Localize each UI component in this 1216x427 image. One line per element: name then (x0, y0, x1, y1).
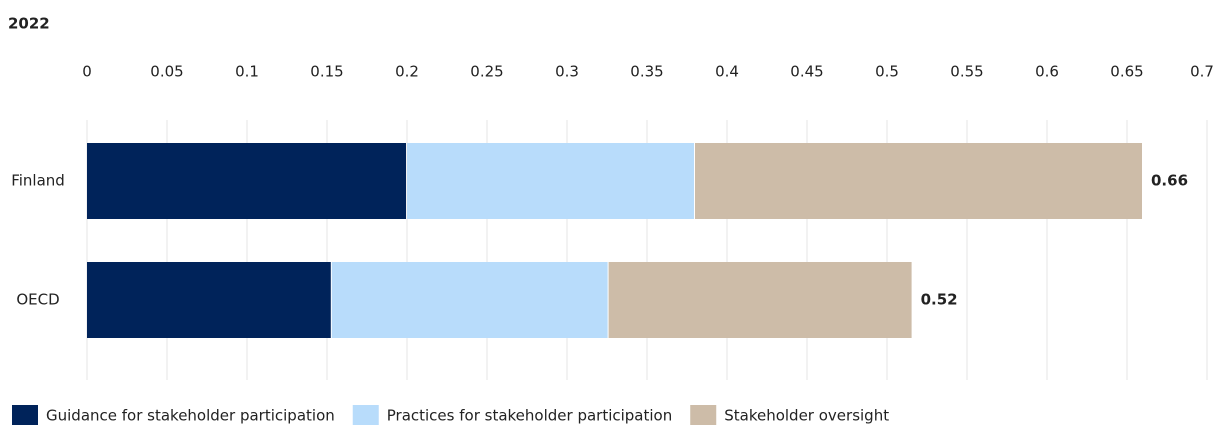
total-label: 0.66 (1151, 172, 1188, 190)
bar-segment (695, 143, 1142, 219)
x-tick-label: 0 (82, 63, 92, 81)
total-label: 0.52 (921, 291, 958, 309)
bar-segment (87, 143, 406, 219)
bar-segment (407, 143, 694, 219)
x-tick-label: 0.7 (1190, 63, 1214, 81)
x-tick-label: 0.1 (235, 63, 259, 81)
x-tick-label: 0.15 (310, 63, 343, 81)
legend-swatch (12, 405, 38, 425)
legend-swatch (352, 405, 379, 425)
x-tick-label: 0.2 (395, 63, 419, 81)
bar-segment (331, 262, 608, 338)
y-tick-label: OECD (16, 291, 59, 309)
legend-label: Practices for stakeholder participation (387, 407, 672, 425)
y-tick-label: Finland (11, 172, 65, 190)
legend-label: Stakeholder oversight (724, 407, 889, 425)
x-tick-label: 0.65 (1110, 63, 1143, 81)
x-tick-label: 0.35 (630, 63, 663, 81)
x-tick-label: 0.55 (950, 63, 983, 81)
legend-swatch (690, 405, 717, 425)
x-tick-label: 0.25 (470, 63, 503, 81)
x-tick-label: 0.05 (150, 63, 183, 81)
x-tick-label: 0.4 (715, 63, 739, 81)
x-tick-label: 0.6 (1035, 63, 1059, 81)
chart-title: 2022 (8, 15, 50, 33)
x-tick-label: 0.5 (875, 63, 899, 81)
bar-segment (608, 262, 912, 338)
bar-segment (87, 262, 331, 338)
x-tick-label: 0.45 (790, 63, 823, 81)
x-tick-label: 0.3 (555, 63, 579, 81)
legend-label: Guidance for stakeholder participation (46, 407, 335, 425)
